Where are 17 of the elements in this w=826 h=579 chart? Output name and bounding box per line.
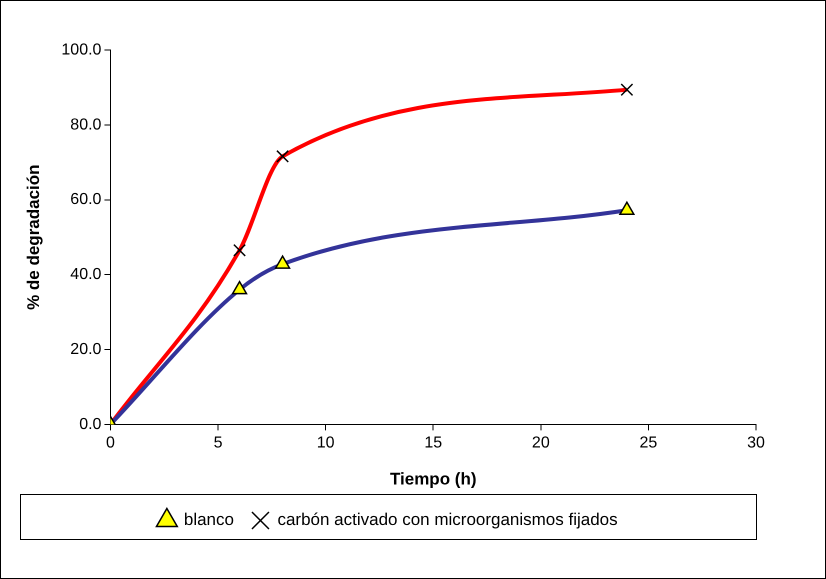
- x-tick-label: 0: [106, 434, 115, 452]
- y-tick-label: 100.0: [61, 41, 102, 58]
- y-tick-label: 20.0: [70, 340, 102, 358]
- y-tick-label: 40.0: [70, 266, 102, 284]
- x-tick-label: 10: [316, 434, 335, 452]
- legend-label: carbón activado con microorganismos fijados: [277, 510, 618, 530]
- x-tick-label: 5: [214, 434, 223, 452]
- x-tick-label: 15: [424, 434, 442, 452]
- y-tick-label: 60.0: [70, 191, 102, 208]
- legend-label: blanco: [184, 510, 234, 530]
- x-axis-title: Tiempo (h): [390, 469, 477, 488]
- x-tick-label: 30: [747, 434, 765, 452]
- y-axis-title: % de degradación: [24, 164, 43, 310]
- y-tick-label: 80.0: [70, 116, 102, 134]
- x-tick-label: 25: [640, 434, 658, 452]
- y-tick-label: 0.0: [79, 416, 102, 433]
- x-tick-label: 20: [532, 434, 550, 452]
